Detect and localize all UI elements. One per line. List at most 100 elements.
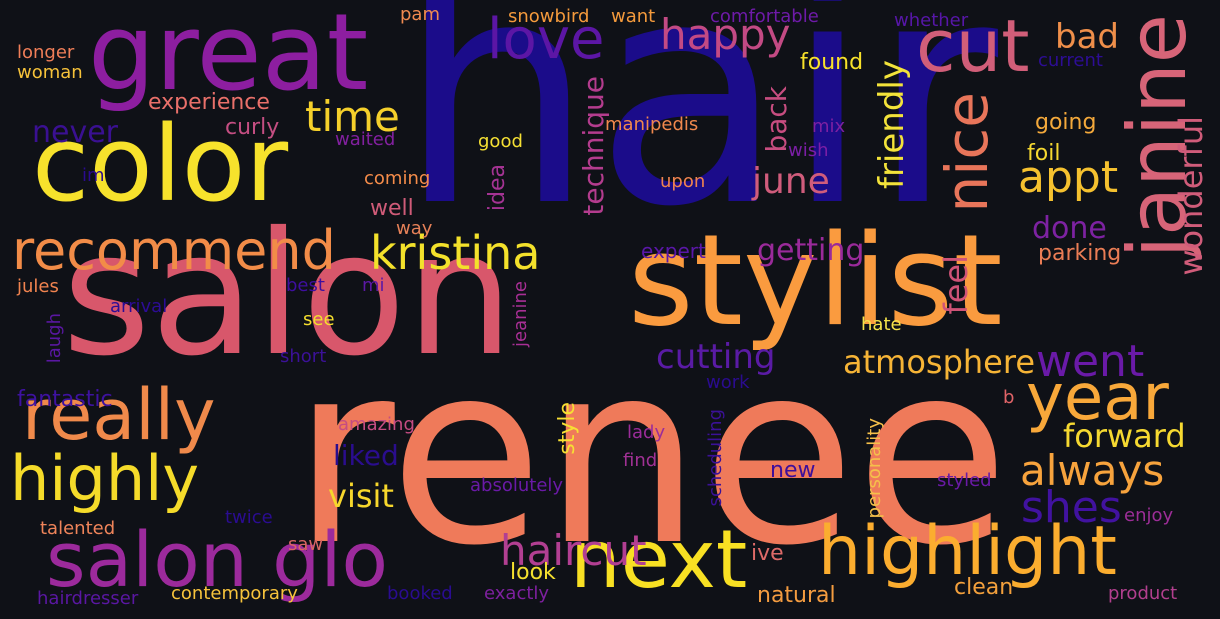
word-parking: parking [1038, 241, 1122, 266]
word-shes: shes [1021, 482, 1122, 533]
word-amazing: amazing [338, 414, 415, 435]
word-went: went [1036, 336, 1145, 387]
word-arrival: arrival [110, 296, 168, 317]
word-visit: visit [328, 477, 394, 515]
word-idea: idea [485, 164, 510, 212]
word-back: back [760, 86, 793, 153]
word-found: found [800, 50, 864, 75]
word-saw: saw [288, 534, 324, 555]
word-highlight: highlight [818, 512, 1117, 591]
word-hair: hair [398, 0, 999, 275]
word-cut: cut [916, 4, 1030, 88]
word-never: never [32, 115, 119, 150]
word-salon: salon [62, 196, 514, 394]
word-laugh: laugh [44, 313, 65, 364]
word-snowbird: snowbird [508, 6, 590, 27]
word-im: im [82, 165, 105, 186]
word-booked: booked [387, 583, 453, 604]
word-really: really [22, 374, 216, 456]
word-done: done [1032, 211, 1107, 246]
word-personality: personality [864, 418, 885, 519]
word-way: way [396, 218, 433, 239]
word-waited: waited [335, 129, 396, 150]
word-hate: hate [861, 314, 902, 335]
word-current: current [1038, 50, 1103, 71]
word-forward: forward [1063, 417, 1186, 455]
word-atmosphere: atmosphere [843, 343, 1035, 381]
word-color: color [32, 103, 289, 225]
word-experience: experience [148, 90, 270, 115]
word-year: year [1026, 361, 1169, 435]
word-short: short [280, 346, 327, 367]
word-mi: mi [362, 275, 385, 296]
word-contemporary: contemporary [171, 583, 298, 604]
word-expert: expert [641, 239, 706, 263]
word-jeanine: jeanine [510, 281, 531, 347]
word-friendly: friendly [872, 60, 912, 190]
word-happy: happy [660, 10, 791, 59]
word-kristina: kristina [370, 226, 541, 280]
word-renee: renee [292, 309, 1010, 600]
word-product: product [1108, 583, 1178, 604]
word-june: june [752, 161, 830, 202]
word-haircut: haircut [500, 526, 647, 575]
word-cutting: cutting [656, 337, 776, 377]
word-love: love [487, 7, 605, 72]
word-recommend: recommend [12, 219, 336, 282]
word-comfortable: comfortable [710, 6, 819, 27]
word-stylist: stylist [628, 207, 1003, 354]
word-best: best [286, 275, 325, 296]
word-getting: getting [757, 233, 865, 268]
word-b: b [1003, 387, 1015, 408]
word-time: time [305, 92, 400, 141]
word-lady: lady [627, 422, 666, 443]
word-next: next [570, 513, 748, 606]
word-enjoy: enjoy [1124, 505, 1174, 526]
word-want: want [611, 6, 656, 27]
word-upon: upon [660, 171, 706, 192]
word-ive: ive [751, 541, 784, 566]
word-bad: bad [1055, 17, 1119, 57]
word-new: new [770, 458, 816, 483]
word-see: see [303, 309, 335, 330]
word-highly: highly [10, 442, 200, 515]
word-whether: whether [894, 10, 969, 31]
word-nice: nice [933, 92, 1001, 213]
word-coming: coming [364, 168, 431, 189]
word-fantastic: fantastic [17, 387, 113, 412]
word-great: great [88, 0, 369, 114]
word-jules: jules [17, 276, 59, 297]
word-pam: pam [400, 4, 440, 25]
word-hairdresser: hairdresser [37, 588, 139, 609]
word-work: work [706, 372, 750, 393]
word-foil: foil [1027, 141, 1061, 166]
word-liked: liked [333, 439, 399, 472]
word-good: good [478, 131, 523, 152]
word-woman: woman [17, 62, 83, 83]
word-well: well [370, 196, 414, 221]
word-going: going [1035, 110, 1097, 135]
word-natural: natural [757, 583, 836, 608]
word-talented: talented [40, 518, 116, 539]
word-appt: appt [1018, 152, 1119, 203]
word-feel: feel [937, 255, 975, 315]
word-longer: longer [17, 42, 75, 63]
word-wonderful: wonderful [1172, 116, 1210, 276]
word-clean: clean [954, 575, 1014, 600]
word-wish: wish [788, 140, 829, 161]
word-mix: mix [812, 116, 846, 137]
word-style: style [555, 402, 580, 455]
word-absolutely: absolutely [470, 475, 564, 496]
word-scheduling: scheduling [705, 409, 726, 507]
word-twice: twice [225, 507, 273, 528]
word-salon-glo: salon glo [46, 515, 388, 604]
word-find: find [623, 450, 658, 471]
word-exactly: exactly [484, 583, 550, 604]
word-manipedis: manipedis [605, 114, 699, 135]
word-always: always [1020, 446, 1165, 495]
word-technique: technique [577, 76, 610, 216]
word-look: look [510, 560, 556, 585]
word-styled: styled [937, 470, 992, 491]
word-curly: curly [225, 115, 280, 140]
